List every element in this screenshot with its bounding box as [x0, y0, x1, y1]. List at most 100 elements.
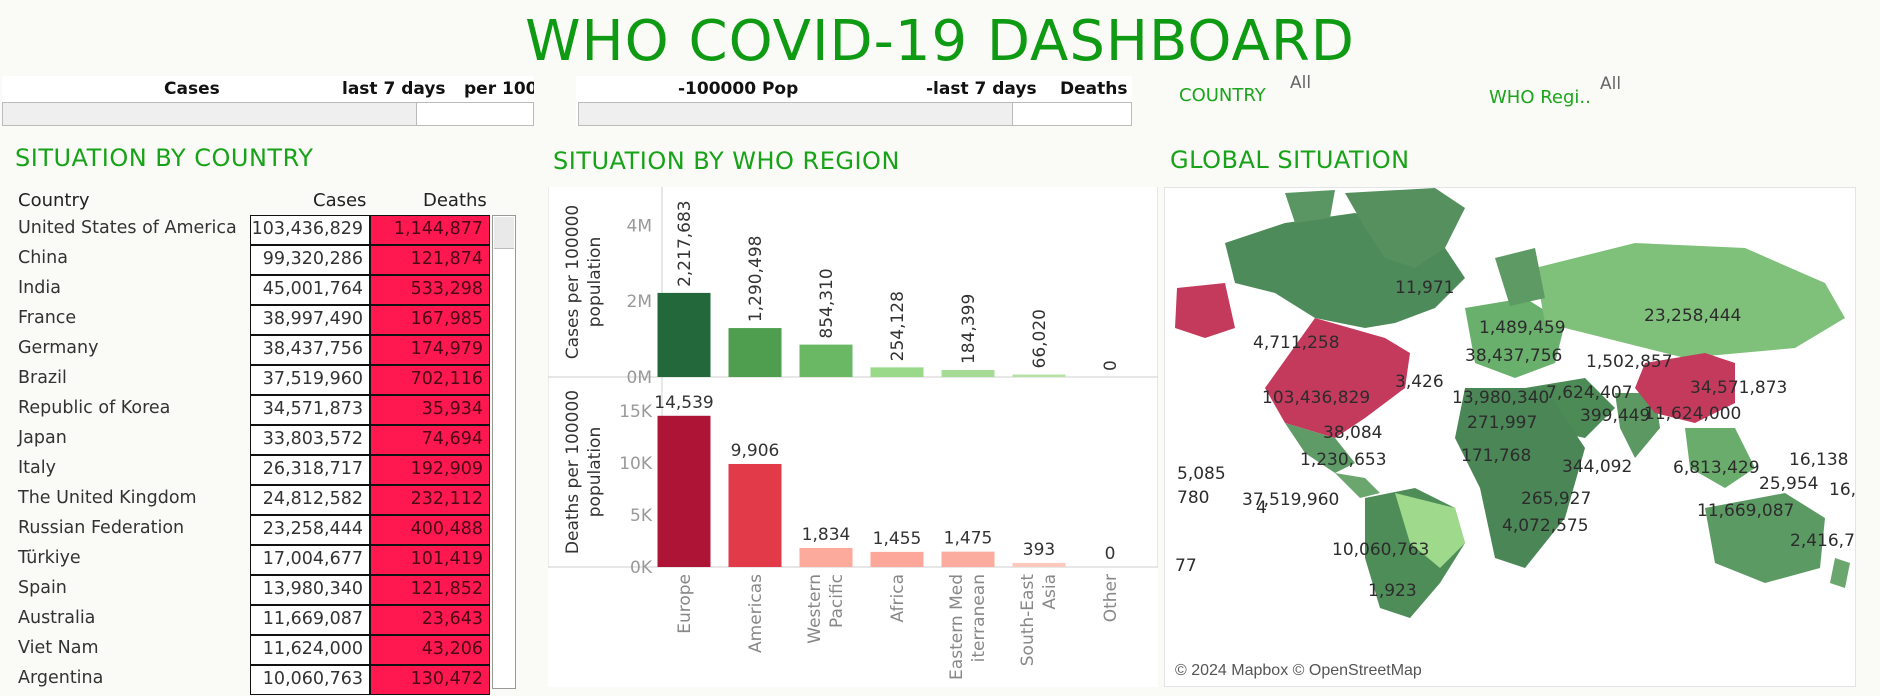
y-tick-label: 15K [619, 402, 653, 422]
country-table-scrollbar[interactable] [492, 215, 516, 689]
cases-cell: 33,803,572 [250, 425, 370, 455]
map-attribution: © 2024 Mapbox © OpenStreetMap [1175, 662, 1422, 679]
map-value-label: 16,138 [1789, 450, 1849, 470]
y-axis-label: Deaths per 100000 population [563, 390, 605, 554]
map-value-label: 77 [1175, 556, 1197, 576]
country-cell: Türkiye [18, 548, 81, 568]
deaths-slider-track[interactable] [579, 103, 1013, 125]
deaths-cell: 101,419 [370, 545, 490, 575]
usa-shape [1265, 318, 1410, 438]
bar-americas [728, 463, 782, 567]
cases-slider-track[interactable] [3, 103, 417, 125]
world-map-shapes [1175, 188, 1850, 618]
map-value-label: 265,927 [1521, 489, 1592, 509]
bar-value-label: 0 [1105, 544, 1116, 564]
x-category-label: Americas [746, 574, 766, 653]
deaths-cell: 192,909 [370, 455, 490, 485]
scandinavia-shape [1495, 248, 1545, 306]
map-value-label: 6,813,429 [1673, 458, 1760, 478]
bar-europe [657, 415, 711, 567]
country-cell: Republic of Korea [18, 398, 171, 418]
map-value-label: 11,669,087 [1697, 501, 1795, 521]
global-map[interactable]: 11,971 4,711,258 103,436,829 3,426 38,084 1,2… [1164, 187, 1856, 687]
cases-cell: 23,258,444 [250, 515, 370, 545]
y-tick-label: 0M [627, 368, 652, 388]
alaska-shape [1175, 283, 1235, 338]
deaths-cell: 167,985 [370, 305, 490, 335]
bar-africa [870, 367, 924, 377]
australia-shape [1705, 493, 1825, 583]
x-category-label: Africa [888, 574, 908, 623]
region-bar-charts: 0M 2M 4M Cases per 100000 population 2,217,68… [547, 187, 1159, 680]
bar-value-label: 254,128 [888, 291, 908, 361]
map-value-label: 103,436,829 [1262, 388, 1371, 408]
se-asia-shape [1685, 428, 1755, 488]
map-value-label: 1,489,459 [1479, 318, 1566, 338]
cases-param-col2: last 7 days [342, 79, 446, 99]
map-value-label: 25,954 [1759, 474, 1819, 494]
country-cell: China [18, 248, 68, 268]
x-category-label: Western Pacific [805, 574, 847, 644]
deaths-param-col3: Deaths [1060, 79, 1128, 99]
deaths-cell: 702,116 [370, 365, 490, 395]
country-column-header: Country [18, 190, 90, 211]
y-tick-label: 0K [630, 558, 653, 578]
x-category-label: Eastern Med iterranean [947, 574, 989, 680]
country-cell: Argentina [18, 668, 104, 688]
cases-cell: 38,997,490 [250, 305, 370, 335]
africa-shape [1455, 388, 1585, 568]
cases-param-col1: Cases [164, 79, 220, 99]
country-cell: Japan [18, 428, 67, 448]
scrollbar-thumb[interactable] [494, 217, 514, 249]
bar-americas [728, 328, 782, 377]
x-category-label: Europe [675, 574, 695, 634]
bar-value-label: 1,475 [944, 529, 993, 549]
cases-cell: 10,060,763 [250, 665, 370, 695]
bar-eastern-mediterranean [941, 551, 995, 567]
bar-western-pacific [799, 547, 853, 567]
country-cell: Spain [18, 578, 67, 598]
cases-per-100k-parameter: Cases last 7 days per 100 [2, 76, 534, 126]
bar-value-label: 14,539 [654, 393, 713, 413]
cases-cell: 24,812,582 [250, 485, 370, 515]
bar-value-label: 1,834 [802, 525, 851, 545]
map-value-label: 16, [1829, 480, 1856, 500]
map-value-label: 344,092 [1562, 457, 1633, 477]
map-value-label: 780 [1177, 488, 1210, 508]
country-filter-value[interactable]: All [1290, 73, 1312, 93]
central-america-shape [1335, 473, 1380, 498]
map-value-label: 10,060,763 [1332, 540, 1430, 560]
cases-parameter-slider[interactable] [2, 102, 534, 126]
deaths-cell: 121,874 [370, 245, 490, 275]
map-value-label: 13,980,340 [1452, 388, 1550, 408]
deaths-cell: 1,144,877 [370, 215, 490, 245]
map-value-label: 38,084 [1323, 423, 1383, 443]
cases-param-col3: per 100 [464, 79, 534, 99]
cases-cell: 11,624,000 [250, 635, 370, 665]
bar-value-label: 1,290,498 [746, 236, 766, 323]
map-value-label: 171,768 [1461, 446, 1532, 466]
map-value-label: 38,437,756 [1465, 346, 1563, 366]
cases-cell: 34,571,873 [250, 395, 370, 425]
deaths-parameter-slider[interactable] [578, 102, 1132, 126]
cases-parameter-header: Cases last 7 days per 100 [2, 76, 534, 102]
deaths-cell: 35,934 [370, 395, 490, 425]
bar-value-label: 1,455 [873, 529, 922, 549]
region-section-title: SITUATION BY WHO REGION [553, 147, 900, 175]
bar-value-label: 66,020 [1030, 309, 1050, 368]
cases-cell: 13,980,340 [250, 575, 370, 605]
cases-cell: 45,001,764 [250, 275, 370, 305]
bar-value-label: 854,310 [817, 268, 837, 338]
y-tick-label: 5K [630, 506, 653, 526]
x-category-label: Other [1101, 574, 1121, 622]
deaths-cell: 74,694 [370, 425, 490, 455]
india-shape [1615, 393, 1660, 458]
europe-shape [1465, 298, 1565, 378]
bar-africa [870, 551, 924, 567]
nz-shape [1830, 558, 1850, 588]
global-section-title: GLOBAL SITUATION [1170, 146, 1410, 174]
region-filter-value[interactable]: All [1600, 74, 1622, 94]
deaths-cell: 23,643 [370, 605, 490, 635]
x-category-label: South-East Asia [1018, 574, 1060, 667]
cases-column-header: Cases [313, 190, 367, 211]
